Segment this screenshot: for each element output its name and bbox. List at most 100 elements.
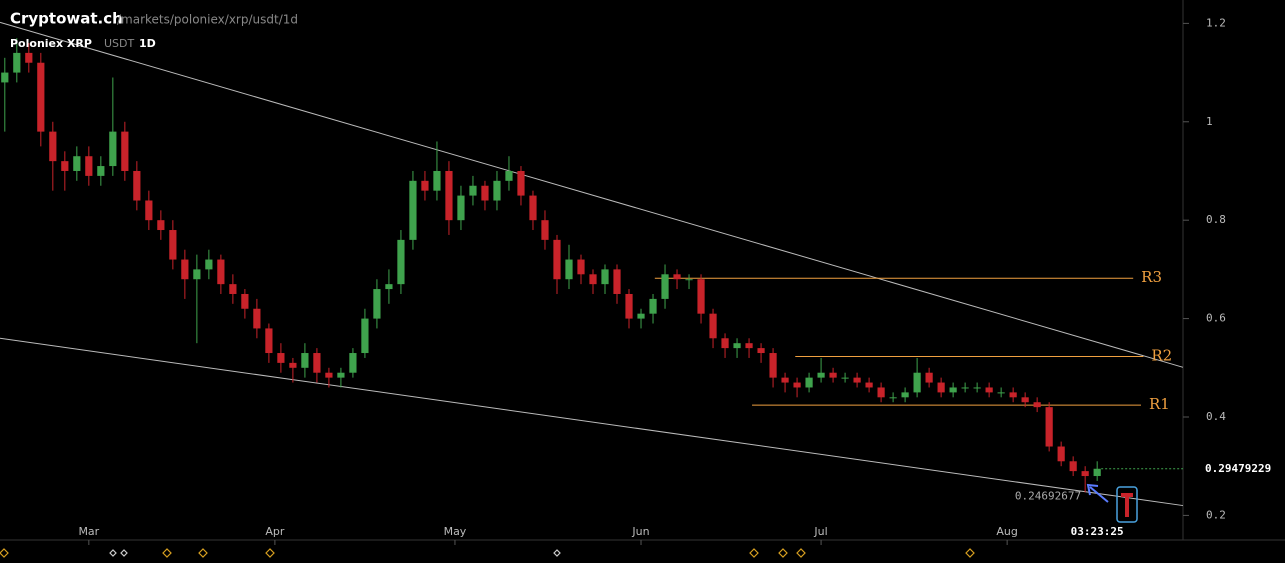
candle-body (241, 293, 249, 309)
exchange-pair: Poloniex XRP (10, 37, 92, 50)
candle-body (193, 269, 201, 280)
candle-body (217, 259, 225, 285)
quote-currency: USDT (104, 37, 135, 50)
y-tick-label: 0.6 (1206, 312, 1226, 325)
candle-body (13, 52, 21, 73)
candle-body (673, 274, 681, 280)
y-tick-label: 1 (1206, 115, 1213, 128)
time-label: 03:23:25 (1071, 525, 1124, 538)
candle-body (133, 170, 141, 201)
candle-body (649, 298, 657, 314)
candle-body (421, 180, 429, 191)
candle-body (817, 372, 825, 378)
x-tick-label: Jul (813, 525, 827, 538)
candle-body (625, 293, 633, 319)
plot-area (0, 21, 1184, 507)
candle-body (313, 353, 321, 373)
candle-body (37, 62, 45, 132)
low-price-label: 0.24692677 (1015, 489, 1081, 502)
candle-body (565, 259, 573, 280)
x-tick-label: Mar (78, 525, 99, 538)
candle-body (853, 377, 861, 383)
candle-body (901, 392, 909, 398)
candle-body (145, 200, 153, 221)
candle-body (469, 185, 477, 196)
candle-body (505, 170, 513, 181)
candle-body (949, 387, 957, 393)
candle-body (745, 343, 753, 349)
low-arrow (1086, 483, 1109, 503)
candle-body (781, 377, 789, 383)
candle-body (85, 156, 93, 176)
candle-body (397, 239, 405, 285)
candle-body (661, 274, 669, 299)
site-title: Cryptowat.ch (10, 10, 123, 28)
candle-body (925, 372, 933, 383)
candle-body (985, 387, 993, 393)
candle-body (409, 180, 417, 240)
candle-body (913, 372, 921, 393)
candle-body (73, 156, 81, 171)
candle-body (289, 362, 297, 368)
candle-body (517, 170, 525, 196)
candle-body (1069, 461, 1077, 472)
trendline (0, 21, 1184, 368)
candle-body (937, 382, 945, 393)
y-tick-label: 0.4 (1206, 410, 1226, 423)
candle-body (1081, 471, 1089, 477)
market-path: /markets/poloniex/xrp/usdt/1d (117, 13, 298, 27)
candle-body (793, 382, 801, 388)
candle-body (97, 166, 105, 176)
y-tick-label: 0.2 (1206, 508, 1226, 521)
candle-body (961, 387, 969, 389)
candle-body (589, 274, 597, 285)
candle-body (445, 170, 453, 221)
candle-body (157, 220, 165, 231)
candle-body (721, 338, 729, 349)
candle-body (169, 230, 177, 260)
candle-body (325, 372, 333, 378)
candle-body (253, 308, 261, 329)
candle-body (121, 131, 129, 171)
candle-body (973, 387, 981, 389)
candle-body (433, 170, 441, 191)
candle-body (1045, 407, 1053, 447)
hammer-icon (1116, 486, 1138, 523)
candle-body (709, 313, 717, 339)
candle-body (553, 239, 561, 280)
candle-body (997, 392, 1005, 394)
candle-body (637, 313, 645, 319)
candle-body (577, 259, 585, 275)
candle-body (49, 131, 57, 162)
candle-body (697, 279, 705, 314)
candle-body (889, 397, 897, 399)
last-price-label: 0.29479229 (1205, 462, 1271, 475)
period: 1D (139, 37, 156, 50)
candle-body (361, 318, 369, 354)
y-tick-label: 1.2 (1206, 16, 1226, 29)
candle-body (829, 372, 837, 378)
candle-body (457, 195, 465, 221)
y-tick-label: 0.8 (1206, 213, 1226, 226)
candle-body (529, 195, 537, 221)
candle-body (841, 377, 849, 379)
candle-body (337, 372, 345, 378)
candle-body (1009, 392, 1017, 398)
candle-body (1033, 402, 1041, 408)
level-label: R2 (1151, 346, 1172, 364)
candle-body (301, 353, 309, 368)
candle-body (109, 131, 117, 167)
candle-body (685, 279, 693, 281)
candle-body (373, 289, 381, 319)
candle-body (1021, 397, 1029, 403)
candle-body (205, 259, 213, 270)
candle-body (385, 284, 393, 290)
candle-body (1057, 446, 1065, 462)
candle-body (865, 382, 873, 388)
candle-body (601, 269, 609, 285)
x-tick-label: May (444, 525, 467, 538)
candle-body (277, 353, 285, 363)
candle-body (613, 269, 621, 294)
